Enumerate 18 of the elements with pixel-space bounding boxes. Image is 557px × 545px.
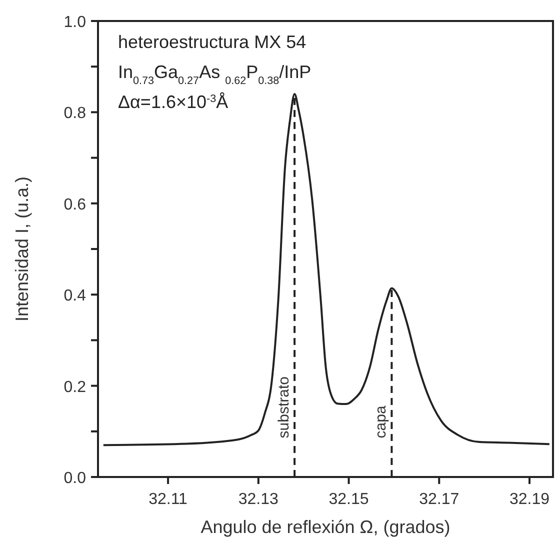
x-axis-title: Angulo de reflexión Ω, (grados)	[200, 517, 450, 537]
ref-line-label: substrato	[276, 376, 293, 438]
x-tick-label: 32.17	[419, 491, 460, 508]
ref-line-label: capa	[372, 405, 390, 438]
y-tick-label: 1.0	[64, 14, 86, 31]
y-tick-label: 0.2	[64, 378, 86, 396]
x-tick-label: 32.15	[328, 491, 369, 508]
y-tick-label: 0.0	[64, 470, 86, 487]
y-tick-label: 0.4	[64, 288, 86, 305]
text: In$_{0.73}$Ga$_{0.27}$As $_{0.62}$P$_{0.38}$/InP	[118, 62, 312, 87]
y-axis-title: Intensidad I, (u.a.)	[12, 176, 32, 322]
annotation: Δα=1.6×10$^{-3}$Å	[118, 92, 228, 112]
x-tick-label: 32.11	[148, 491, 188, 508]
y-tick-label: 0.8	[64, 105, 86, 122]
x-tick-label: 32.19	[509, 491, 550, 508]
x-tick-label: 32.13	[238, 491, 279, 508]
y-tick-label: 0.6	[64, 196, 86, 214]
annotation: heteroestructura MX 54	[118, 32, 306, 52]
